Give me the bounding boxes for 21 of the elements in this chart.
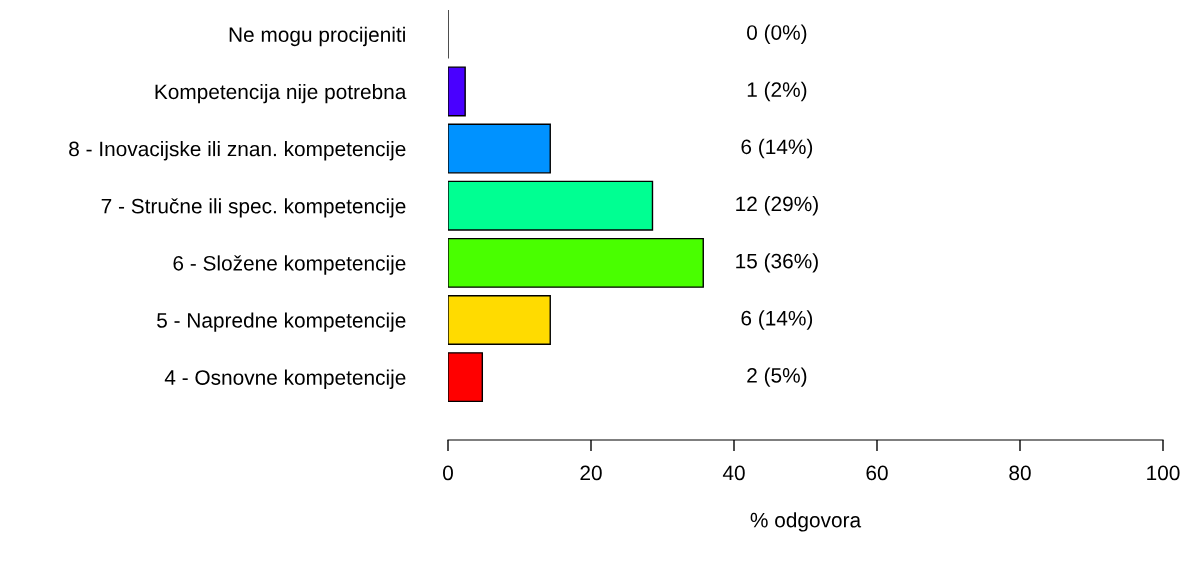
data-label: 2 (5%) [747, 367, 807, 387]
x-tick-label: 60 [866, 465, 888, 481]
x-tick-label: 80 [1009, 465, 1031, 481]
data-label: 0 (0%) [747, 24, 807, 44]
y-tick-label: Ne mogu procijeniti [229, 26, 405, 47]
data-label: 1 (2%) [747, 81, 807, 102]
x-axis-title: % odgovora [750, 512, 862, 532]
y-tick-label: Kompetencija nije potrebna [155, 83, 407, 104]
x-tick-label: 100 [1147, 465, 1180, 481]
y-tick-label: 8 - Inovacijske ili znan. kompetencije [69, 141, 406, 161]
data-label: 6 (14%) [741, 138, 813, 159]
y-tick-label: 6 - Složene kompetencije [173, 255, 406, 275]
y-tick-label: 7 - Stručne ili spec. kompetencije [101, 198, 406, 218]
x-tick-label: 40 [722, 465, 745, 481]
x-tick-label: 0 [443, 465, 453, 481]
y-tick-label: 5 - Napredne kompetencije [157, 312, 406, 332]
data-label: 6 (14%) [741, 310, 813, 330]
data-label: 15 (36%) [736, 253, 818, 273]
y-tick-label: 4 - Osnovne kompetencije [164, 369, 406, 390]
data-label: 12 (29%) [736, 196, 818, 216]
x-tick-label: 20 [580, 465, 602, 481]
